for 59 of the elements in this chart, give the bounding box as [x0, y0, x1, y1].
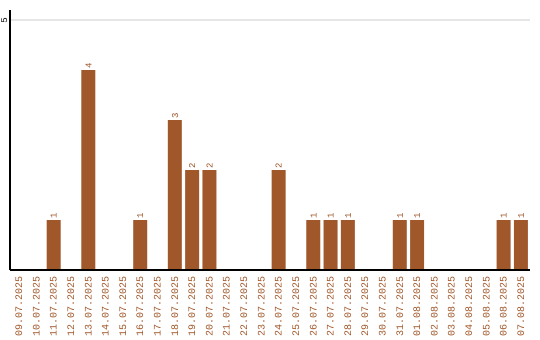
bar [410, 220, 424, 270]
x-tick-label: 04.08.2025 [465, 276, 476, 336]
x-tick-label: 13.07.2025 [84, 276, 96, 336]
bar [185, 170, 200, 270]
data-label: 1 [413, 212, 424, 218]
x-tick-label: 27.07.2025 [326, 276, 338, 336]
x-tick-label: 31.07.2025 [396, 276, 407, 336]
bar [202, 170, 216, 270]
bar [340, 220, 355, 270]
x-tick-label: 03.08.2025 [448, 276, 459, 336]
data-label: 1 [136, 212, 146, 218]
bar [272, 170, 286, 270]
bar [324, 220, 338, 270]
x-tick-label: 17.07.2025 [154, 276, 165, 336]
data-label: 2 [274, 162, 285, 168]
data-label: 1 [50, 212, 60, 218]
x-tick-label: 20.07.2025 [205, 276, 216, 336]
data-label: 1 [516, 212, 527, 218]
data-label: 3 [170, 112, 181, 118]
data-label: 4 [84, 62, 94, 68]
bar [168, 120, 182, 270]
x-tick-label: 01.08.2025 [413, 276, 424, 336]
bar [46, 220, 61, 270]
x-tick-label: 29.07.2025 [361, 276, 372, 336]
x-tick-label: 15.07.2025 [118, 276, 130, 336]
x-tick-label: 07.08.2025 [516, 276, 528, 336]
bar [306, 220, 320, 270]
x-tick-label: 05.08.2025 [482, 276, 494, 336]
bar [81, 70, 96, 270]
data-label: 1 [344, 212, 354, 218]
x-tick-label: 06.08.2025 [500, 276, 511, 336]
data-label: 1 [396, 212, 406, 218]
x-tick-label: 21.07.2025 [222, 276, 234, 336]
x-tick-label: 10.07.2025 [32, 276, 44, 336]
data-label: 1 [326, 212, 337, 218]
bar [133, 220, 148, 270]
x-tick-label: 12.07.2025 [67, 276, 78, 336]
data-label: 2 [205, 162, 216, 168]
x-tick-label: 18.07.2025 [170, 276, 182, 336]
bar [392, 220, 407, 270]
x-tick-label: 23.07.2025 [257, 276, 268, 336]
x-tick-label: 26.07.2025 [309, 276, 320, 336]
data-label: 1 [500, 212, 510, 218]
x-tick-label: 25.07.2025 [292, 276, 303, 336]
x-tick-label: 30.07.2025 [378, 276, 390, 336]
x-tick-label: 02.08.2025 [430, 276, 442, 336]
x-tick-label: 16.07.2025 [136, 276, 148, 336]
x-tick-label: 24.07.2025 [274, 276, 286, 336]
x-tick-label: 19.07.2025 [188, 276, 200, 336]
x-tick-label: 09.07.2025 [15, 276, 26, 336]
data-label: 2 [188, 162, 198, 168]
y-tick-label: 5 [0, 17, 10, 23]
x-tick-label: 22.07.2025 [240, 276, 252, 336]
data-label: 1 [309, 212, 320, 218]
x-tick-label: 11.07.2025 [50, 276, 61, 336]
bar [496, 220, 511, 270]
x-tick-label: 14.07.2025 [102, 276, 113, 336]
x-tick-label: 28.07.2025 [344, 276, 355, 336]
bar [514, 220, 528, 270]
